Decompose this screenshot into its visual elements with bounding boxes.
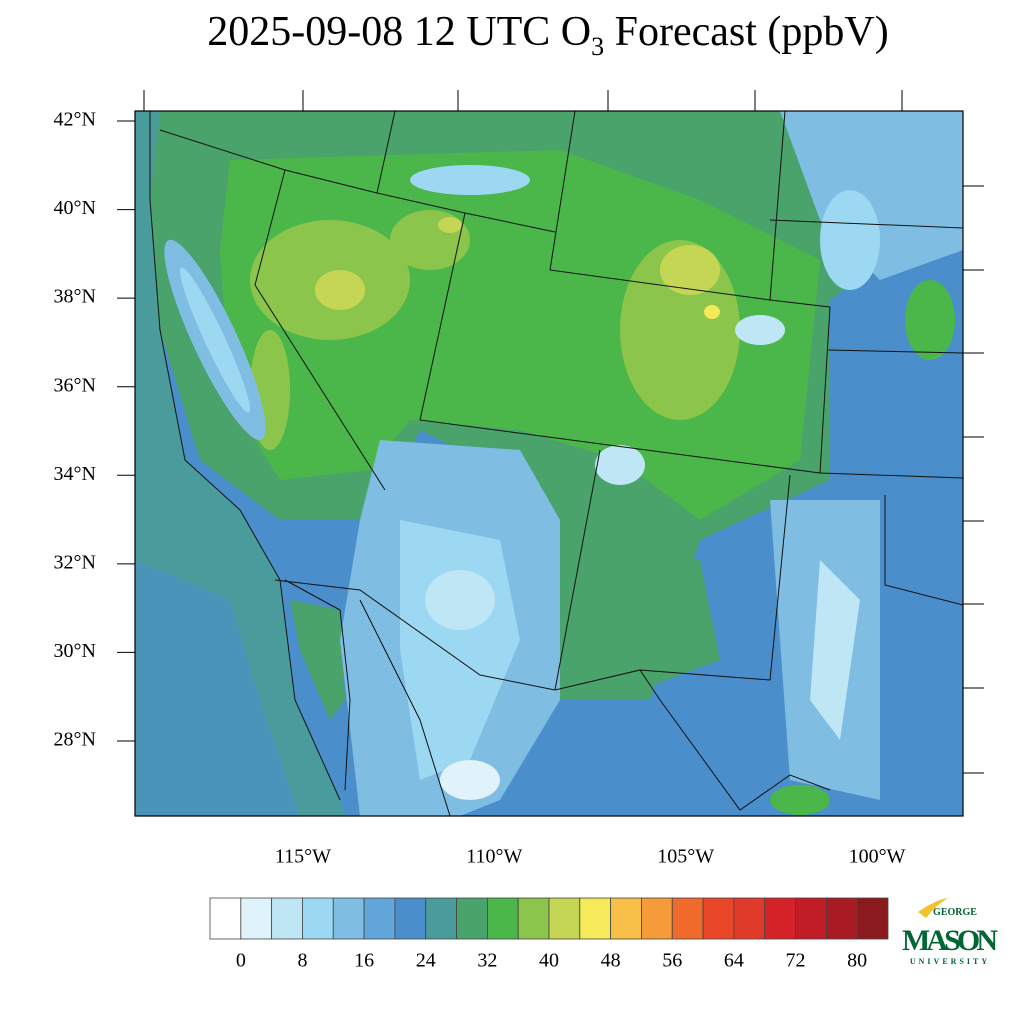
colorbar-label: 80 (847, 950, 867, 972)
lat-label: 42°N (54, 109, 96, 131)
lon-label: 115°W (275, 846, 331, 868)
map-frame (134, 110, 964, 817)
colorbar-box (825, 897, 858, 940)
colorbar-label: 56 (662, 950, 682, 972)
colorbar-box (302, 897, 334, 940)
colorbar-label: 24 (416, 950, 436, 972)
colorbar-box (610, 897, 642, 940)
colorbar-box (548, 897, 581, 940)
logo-bottom: UNIVERSITY (910, 957, 990, 966)
logo-main: MASON (902, 924, 998, 957)
lat-label: 32°N (54, 551, 96, 573)
lat-label: 36°N (54, 374, 96, 396)
colorbar-box (394, 897, 427, 940)
lon-label: 100°W (849, 846, 906, 868)
title: 2025-09-08 12 UTC O3 Forecast (ppbV) (207, 9, 888, 61)
lon-label: 105°W (657, 846, 714, 868)
colorbar-box (209, 897, 242, 940)
colorbar-box (733, 897, 766, 940)
colorbar-box (641, 897, 673, 940)
colorbar-label: 48 (601, 950, 621, 972)
colorbar-label: 0 (236, 950, 246, 972)
colorbar-box (332, 897, 365, 940)
lat-label: 28°N (54, 729, 96, 751)
lat-label: 30°N (54, 640, 96, 662)
colorbar-box (517, 897, 550, 940)
colorbar-label: 32 (477, 950, 497, 972)
logo: GEORGE MASON UNIVERSITY (902, 898, 998, 966)
colorbar-box (856, 897, 889, 940)
frame-ticks (143, 90, 984, 774)
colorbar-box (271, 897, 303, 940)
colorbar-label: 72 (786, 950, 806, 972)
colorbar-label: 8 (297, 950, 307, 972)
colorbar-box (456, 897, 488, 940)
colorbar-box (486, 897, 519, 940)
colorbar-box (240, 897, 273, 940)
title-subscript: 3 (591, 32, 604, 61)
colorbar-label: 40 (539, 950, 559, 972)
title-suffix: Forecast (ppbV) (604, 9, 889, 55)
colorbar-box (425, 897, 457, 940)
colorbar-label: 64 (724, 950, 744, 972)
colorbar-box (579, 897, 612, 940)
lon-label: 110°W (466, 846, 522, 868)
lat-label: 34°N (54, 463, 96, 485)
ozone-field (135, 111, 963, 816)
lat-label: 40°N (54, 197, 96, 219)
colorbar-label: 16 (354, 950, 374, 972)
colorbar-box (671, 897, 704, 940)
colorbar-box (702, 897, 735, 940)
colorbar-box (764, 897, 796, 940)
logo-top: GEORGE (933, 907, 977, 918)
title-text: 2025-09-08 12 UTC O (207, 9, 591, 55)
colorbar-box (795, 897, 827, 940)
lat-label: 38°N (54, 286, 96, 308)
colorbar-box (363, 897, 396, 940)
